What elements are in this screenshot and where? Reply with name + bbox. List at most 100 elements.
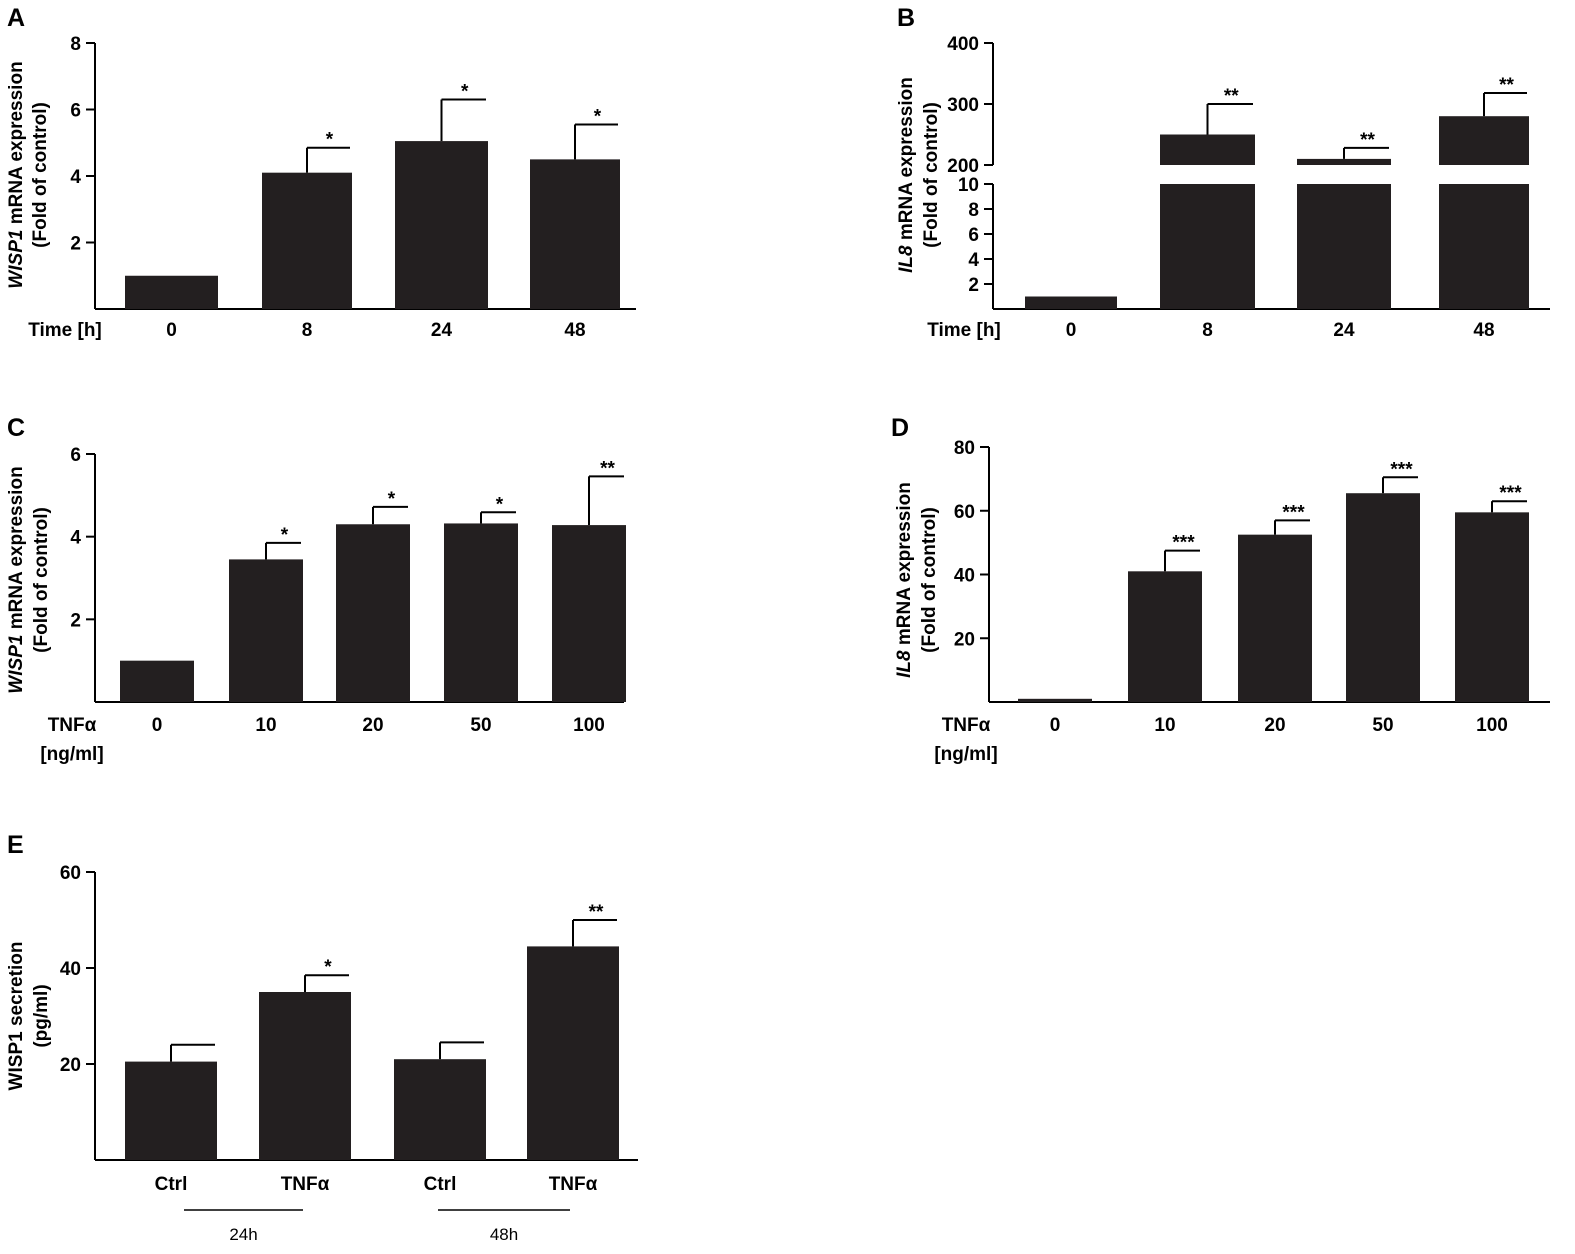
panel-a-significance-mark: * xyxy=(594,106,602,127)
panel-a-y-label: WISP1 mRNA expression xyxy=(6,61,27,288)
panel-d-label: D xyxy=(891,414,909,442)
panel-c-bar xyxy=(552,525,626,702)
panel-d-x-label-unit: [ng/ml] xyxy=(934,744,997,765)
panel-e-y-label-text: WISP1 secretion xyxy=(6,942,27,1091)
panel-b-significance-mark: ** xyxy=(1224,86,1239,107)
panel-b-bar xyxy=(1160,134,1255,165)
panel-c-bar xyxy=(229,559,303,702)
panel-c-bar xyxy=(444,523,518,702)
panel-a-category-label: 8 xyxy=(302,320,313,341)
panel-e: E 20 40 60 Ctrl * TNFα Ctrl ** TNFα 24h 48h WISP1 se… xyxy=(6,831,638,1244)
panel-c-category-label: 100 xyxy=(573,715,605,736)
panel-b-category-label: 24 xyxy=(1333,320,1355,341)
panel-b-y-tick-label: 6 xyxy=(968,225,979,246)
panel-a-label: A xyxy=(7,4,25,32)
panel-d-bar xyxy=(1018,698,1092,702)
panel-b-significance-mark: ** xyxy=(1360,130,1375,151)
panel-c-y-tick-label: 6 xyxy=(70,445,81,466)
panel-a-y-label-text: mRNA expression xyxy=(6,61,27,229)
panel-b-y-tick-label: 200 xyxy=(947,156,979,177)
panel-e-category-label: Ctrl xyxy=(424,1174,457,1195)
panel-d-bar xyxy=(1128,571,1202,702)
panel-e-category-label: TNFα xyxy=(549,1174,598,1195)
panel-d-significance-mark: *** xyxy=(1390,459,1413,480)
panel-c-category-label: 20 xyxy=(362,715,383,736)
panel-b-x-label: Time [h] xyxy=(927,320,1001,341)
panel-c-y-label-text: mRNA expression xyxy=(6,466,27,634)
panel-a-significance-mark: * xyxy=(461,82,469,103)
panel-e-significance-mark: ** xyxy=(589,902,604,923)
panel-e-category-label: TNFα xyxy=(281,1174,330,1195)
panel-d-significance-mark: *** xyxy=(1499,483,1522,504)
panel-c-significance-mark: * xyxy=(281,525,289,546)
panel-a-y-tick-label: 8 xyxy=(70,34,81,55)
panel-d-x-label: TNFα xyxy=(942,715,991,736)
panel-a-bar xyxy=(530,159,620,309)
panel-a-bar xyxy=(395,141,488,309)
panel-c-x-label-unit: [ng/ml] xyxy=(40,744,103,765)
panel-b-y-label-gene: IL8 xyxy=(896,245,917,273)
panel-b-y-label-unit: (Fold of control) xyxy=(921,102,942,248)
panel-e-y-tick-label: 40 xyxy=(60,959,81,980)
panel-e-group-label: 48h xyxy=(490,1225,518,1244)
panel-b-y-tick-label: 8 xyxy=(968,200,979,221)
panel-c-bar xyxy=(336,524,410,702)
panel-b-y-tick-label: 4 xyxy=(968,250,979,271)
panel-d-y-label-gene: IL8 xyxy=(894,650,915,678)
panel-d-significance-mark: *** xyxy=(1282,502,1305,523)
panel-d-y-tick-label: 20 xyxy=(954,629,975,650)
panel-c: C 2 4 6 0 * 10 * 20 * 50 ** 100 TNFα [ng/ml] WISP1 mRNA… xyxy=(6,414,626,765)
panel-b-bar xyxy=(1439,116,1529,165)
panel-d-y-label-text: mRNA expression xyxy=(894,482,915,650)
panel-a-y-tick-label: 4 xyxy=(70,167,81,188)
panel-d-y-tick-label: 80 xyxy=(954,438,975,459)
panel-e-bar xyxy=(527,946,619,1160)
panel-c-y-label-unit: (Fold of control) xyxy=(31,507,52,653)
panel-b-y-tick-label: 2 xyxy=(968,275,979,296)
panel-e-group-label: 24h xyxy=(229,1225,257,1244)
panel-e-bar xyxy=(259,992,351,1160)
panel-c-category-label: 0 xyxy=(152,715,163,736)
panel-a-category-label: 0 xyxy=(166,320,177,341)
panel-a-y-label-unit: (Fold of control) xyxy=(30,102,51,248)
panel-c-label: C xyxy=(7,414,25,442)
panel-e-label: E xyxy=(7,831,24,859)
panel-c-significance-mark: * xyxy=(496,494,504,515)
panel-e-category-label: Ctrl xyxy=(155,1174,188,1195)
panel-c-category-label: 50 xyxy=(470,715,491,736)
panel-b-y-tick-label: 300 xyxy=(947,95,979,116)
panel-d-category-label: 100 xyxy=(1476,715,1508,736)
panel-a-y-tick-label: 6 xyxy=(70,101,81,122)
panel-c-x-label: TNFα xyxy=(48,715,97,736)
panel-d-y-label-unit: (Fold of control) xyxy=(919,507,940,653)
panel-a-category-label: 48 xyxy=(564,320,585,341)
panel-b-y-label-text: mRNA expression xyxy=(896,77,917,245)
panel-e-y-tick-label: 60 xyxy=(60,863,81,884)
panel-a-y-tick-label: 2 xyxy=(70,234,81,255)
panel-a-bar xyxy=(262,172,352,309)
panel-c-bar xyxy=(120,660,194,702)
panel-c-y-tick-label: 2 xyxy=(70,610,81,631)
panel-a-category-label: 24 xyxy=(431,320,453,341)
panel-d-y-tick-label: 60 xyxy=(954,502,975,523)
panel-d-y-label: IL8 mRNA expression xyxy=(894,482,915,678)
panel-b-y-label: IL8 mRNA expression xyxy=(896,77,917,273)
panel-c-y-label-gene: WISP1 xyxy=(6,635,27,694)
panel-b-y-tick-label: 10 xyxy=(958,175,979,196)
panel-d-category-label: 10 xyxy=(1154,715,1175,736)
panel-e-significance-mark: * xyxy=(324,957,332,978)
panel-b-significance-mark: ** xyxy=(1499,75,1514,96)
panel-e-y-label-unit: (pg/ml) xyxy=(31,984,52,1047)
panel-a-significance-mark: * xyxy=(326,130,334,151)
panel-b-y-tick-label: 400 xyxy=(947,34,979,55)
panel-b-bar xyxy=(1025,296,1117,309)
panel-a-x-label: Time [h] xyxy=(28,320,102,341)
panel-c-y-label: WISP1 mRNA expression xyxy=(6,466,27,693)
panel-e-bar xyxy=(394,1059,486,1160)
panel-e-y-label: WISP1 secretion xyxy=(6,942,27,1091)
panel-d-category-label: 0 xyxy=(1050,715,1061,736)
panel-d-bar xyxy=(1238,534,1312,702)
